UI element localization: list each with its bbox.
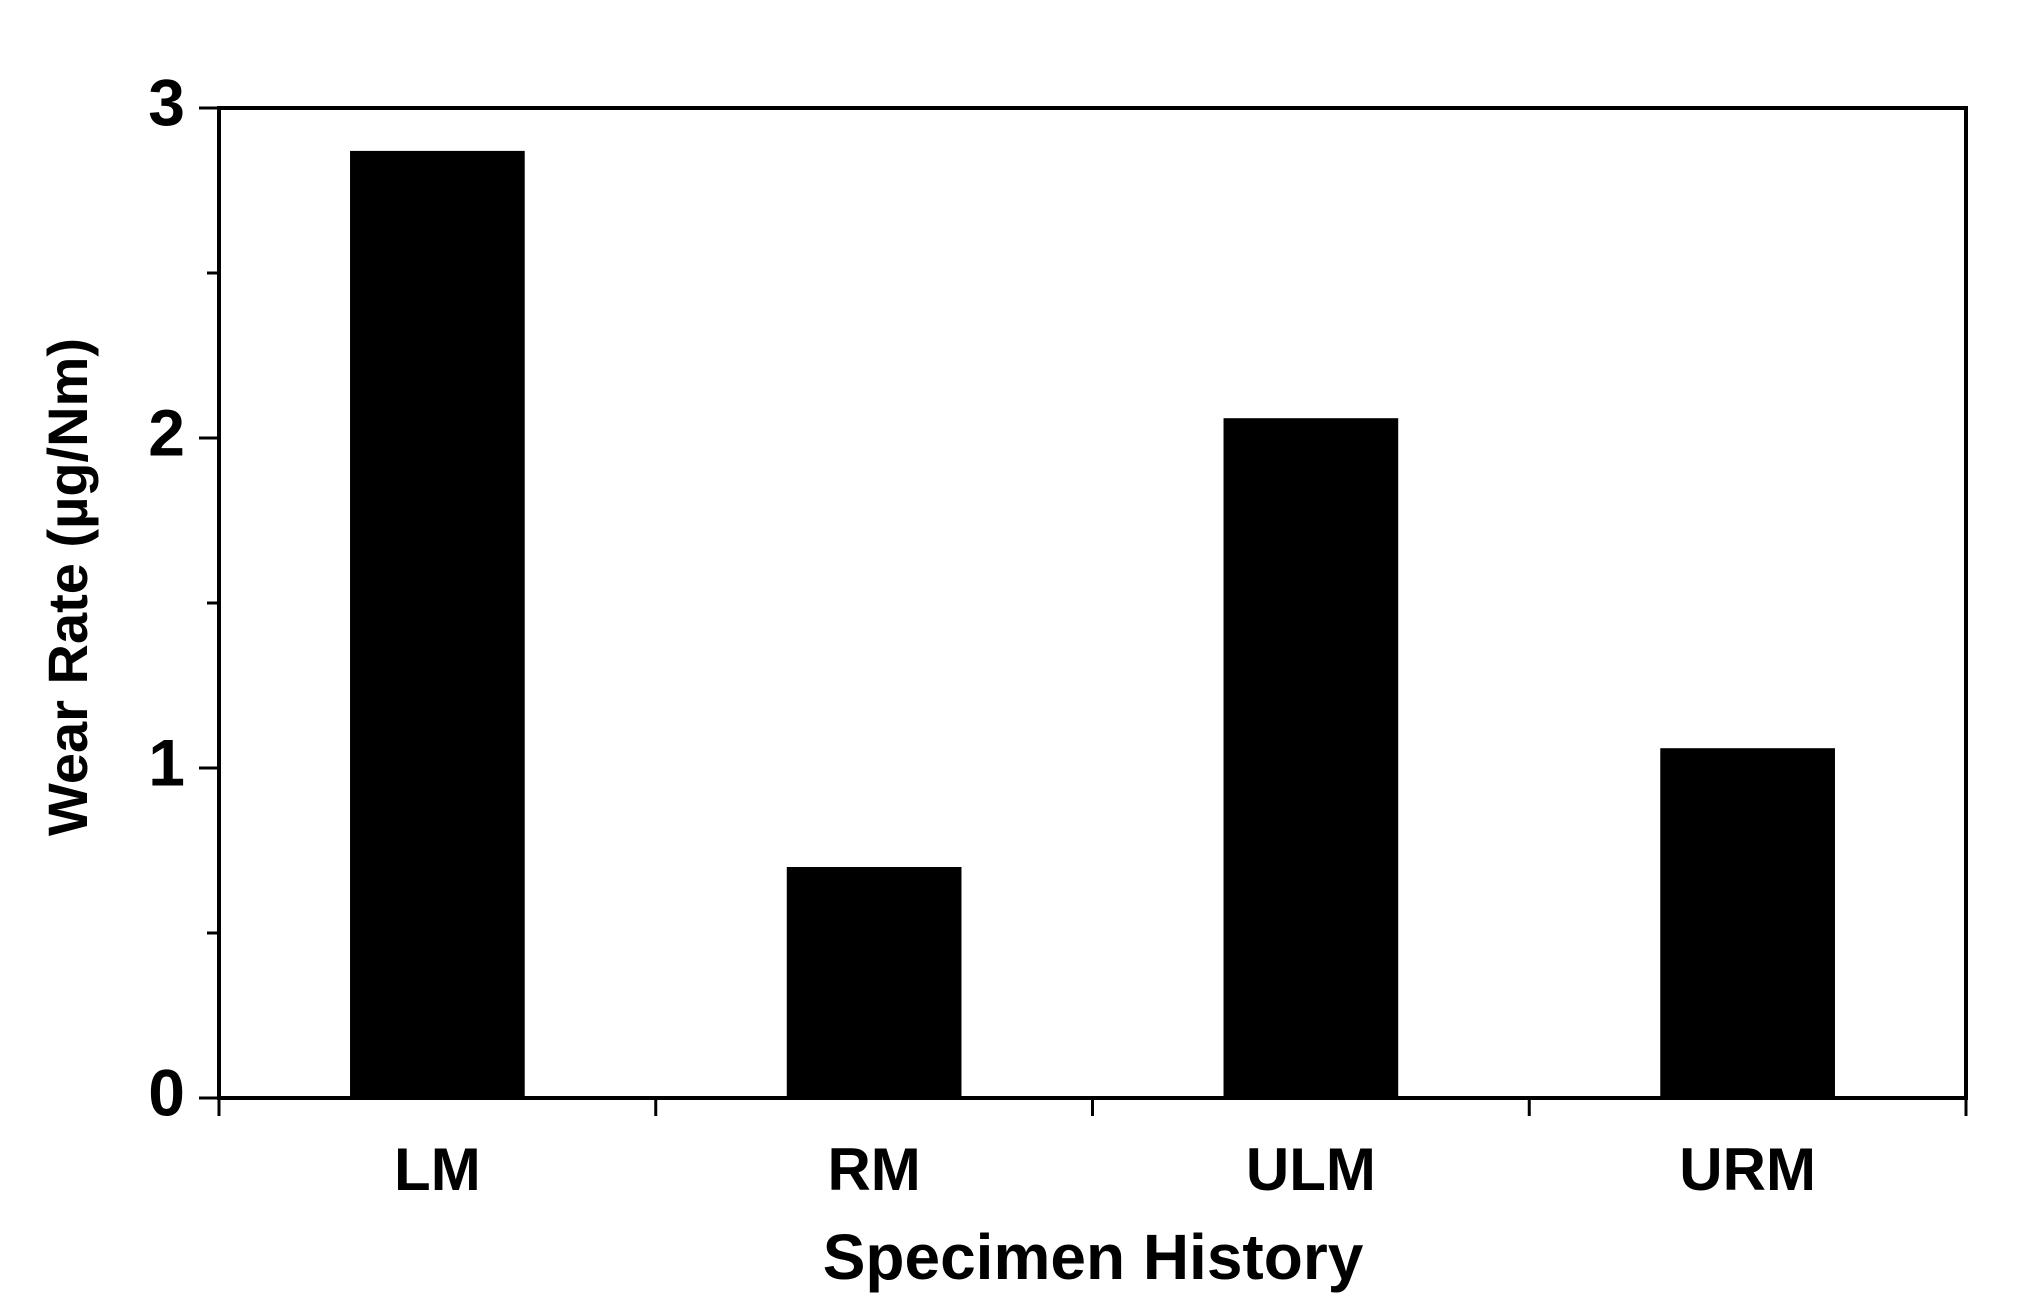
bar <box>1660 748 1835 1098</box>
x-tick-label: URM <box>1679 1136 1816 1203</box>
x-tick-label: RM <box>827 1136 920 1203</box>
x-tick-label: ULM <box>1246 1136 1376 1203</box>
x-tick-label: LM <box>394 1136 481 1203</box>
y-tick-label: 2 <box>148 395 185 469</box>
x-axis-title: Specimen History <box>823 1221 1364 1293</box>
y-tick-label: 0 <box>148 1055 185 1129</box>
y-tick-label: 3 <box>148 65 185 139</box>
bar <box>350 150 525 1098</box>
y-axis-title: Wear Rate (µg/Nm) <box>36 338 99 836</box>
bar <box>786 867 962 1098</box>
bar <box>1223 418 1399 1098</box>
y-tick-label: 1 <box>148 725 185 799</box>
